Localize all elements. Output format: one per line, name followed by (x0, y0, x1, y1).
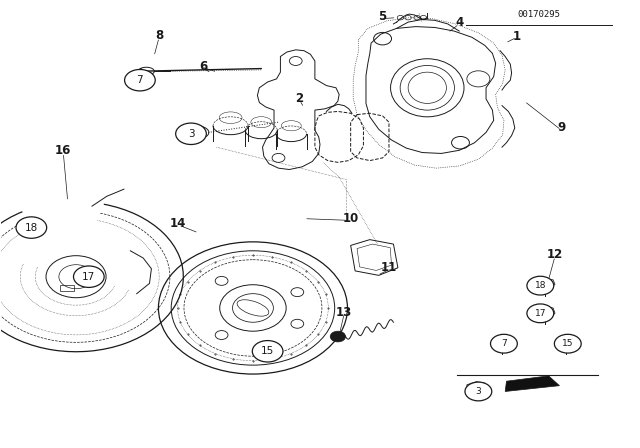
Text: 18: 18 (534, 281, 546, 290)
Text: 13: 13 (336, 306, 353, 319)
Circle shape (330, 331, 346, 342)
Text: 00170295: 00170295 (518, 10, 561, 19)
Text: 15: 15 (261, 346, 275, 356)
Text: 17: 17 (82, 271, 95, 282)
Circle shape (74, 266, 104, 288)
Text: 5: 5 (378, 10, 387, 23)
Text: 18: 18 (25, 223, 38, 233)
Text: 17: 17 (534, 309, 546, 318)
Text: 3: 3 (476, 387, 481, 396)
Text: 12: 12 (547, 248, 563, 261)
Polygon shape (505, 376, 559, 392)
Text: 15: 15 (562, 339, 573, 348)
Text: 2: 2 (296, 91, 303, 104)
Text: 9: 9 (557, 121, 566, 134)
Text: 16: 16 (55, 144, 72, 157)
Text: 11: 11 (381, 261, 397, 274)
Circle shape (175, 123, 206, 145)
Text: 7: 7 (501, 339, 507, 348)
Bar (60, 285, 74, 292)
Text: 7: 7 (136, 75, 143, 85)
Text: 10: 10 (342, 212, 359, 225)
Circle shape (554, 334, 581, 353)
Circle shape (527, 304, 554, 323)
Text: 1: 1 (513, 30, 521, 43)
Circle shape (490, 334, 517, 353)
Circle shape (125, 69, 156, 91)
Text: 14: 14 (170, 216, 186, 230)
Text: 4: 4 (455, 16, 463, 29)
Circle shape (16, 217, 47, 238)
Circle shape (527, 276, 554, 295)
Text: 8: 8 (155, 29, 163, 42)
Text: 6: 6 (200, 60, 208, 73)
Circle shape (252, 340, 283, 362)
Circle shape (465, 382, 492, 401)
Text: 3: 3 (188, 129, 195, 139)
